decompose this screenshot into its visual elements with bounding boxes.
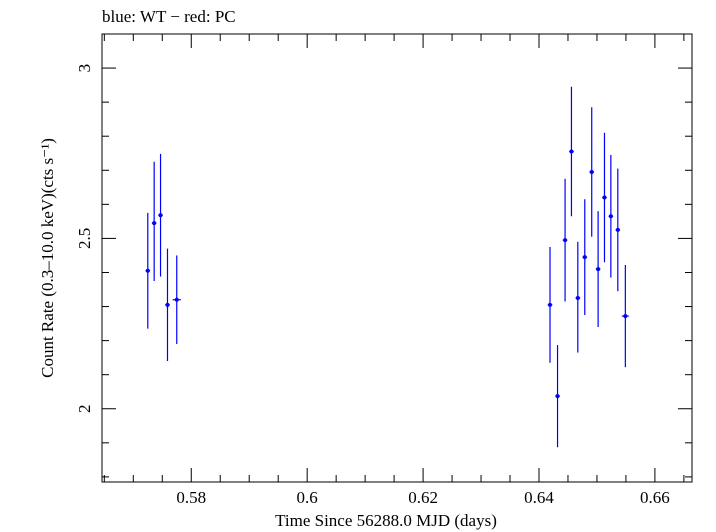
point-marker: [615, 227, 620, 232]
data-point: [569, 86, 574, 217]
point-marker: [589, 169, 594, 174]
point-marker: [158, 213, 163, 218]
y-axis-label: Count Rate (0.3–10.0 keV)(cts s⁻¹): [38, 138, 57, 378]
x-axis-ticks: 0.58 0.6 0.62 0.64 0.66: [103, 34, 685, 507]
x-axis-label: Time Since 56288.0 MJD (days): [275, 511, 497, 530]
data-point: [145, 212, 151, 329]
data-point: [615, 168, 621, 292]
point-marker: [548, 302, 553, 307]
point-marker: [623, 314, 628, 319]
y-tick-label: 2.5: [75, 228, 94, 249]
data-point: [575, 241, 581, 353]
point-marker: [555, 394, 560, 399]
point-marker: [575, 296, 580, 301]
chart-title: blue: WT − red: PC: [102, 7, 236, 26]
point-marker: [582, 255, 587, 260]
point-marker: [608, 214, 613, 219]
point-marker: [174, 297, 179, 302]
data-point: [151, 161, 157, 281]
data-point: [172, 255, 181, 345]
data-point: [165, 248, 170, 362]
data-point: [582, 199, 588, 316]
point-marker: [602, 195, 607, 200]
data-point: [602, 132, 607, 263]
data-point: [589, 107, 595, 237]
point-marker: [563, 238, 568, 243]
x-tick-label: 0.6: [297, 488, 318, 507]
data-points: [145, 86, 629, 448]
data-point: [608, 154, 614, 278]
point-marker: [596, 267, 601, 272]
data-point: [158, 153, 163, 277]
y-tick-label: 2: [75, 405, 94, 414]
y-axis-ticks: 22.53: [75, 33, 692, 478]
x-tick-label: 0.62: [408, 488, 438, 507]
x-tick-label: 0.64: [524, 488, 554, 507]
plot-frame: [101, 33, 693, 483]
x-tick-label: 0.66: [640, 488, 670, 507]
y-tick-label: 3: [75, 64, 94, 73]
point-marker: [569, 149, 574, 154]
data-point: [595, 211, 601, 327]
point-marker: [152, 221, 157, 226]
data-point: [562, 178, 568, 302]
x-tick-label: 0.58: [176, 488, 206, 507]
data-point: [555, 345, 560, 448]
point-marker: [165, 302, 170, 307]
data-point: [621, 264, 629, 368]
point-marker: [145, 268, 150, 273]
data-point: [547, 246, 553, 363]
